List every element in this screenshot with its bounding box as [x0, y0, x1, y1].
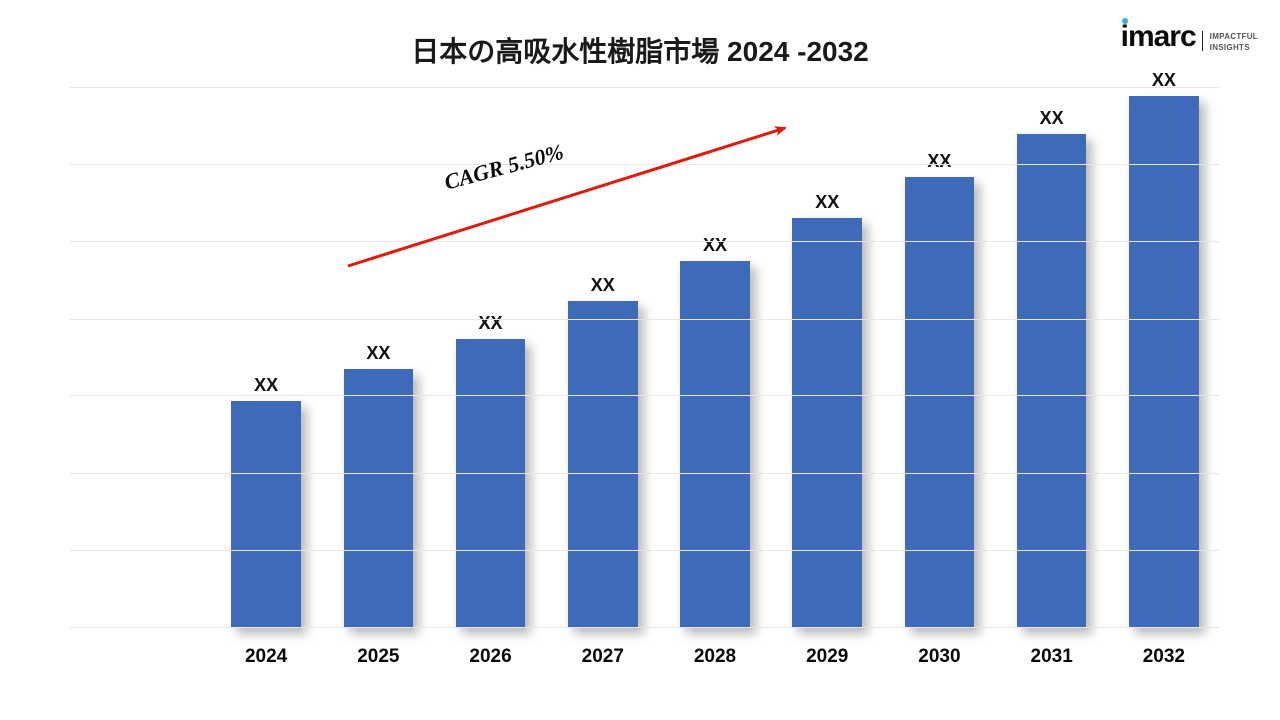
chart-stage: 日本の高吸水性樹脂市場 2024 -2032 imarc IMPACTFUL I… — [0, 0, 1280, 720]
cagr-arrow-icon — [0, 0, 1280, 720]
